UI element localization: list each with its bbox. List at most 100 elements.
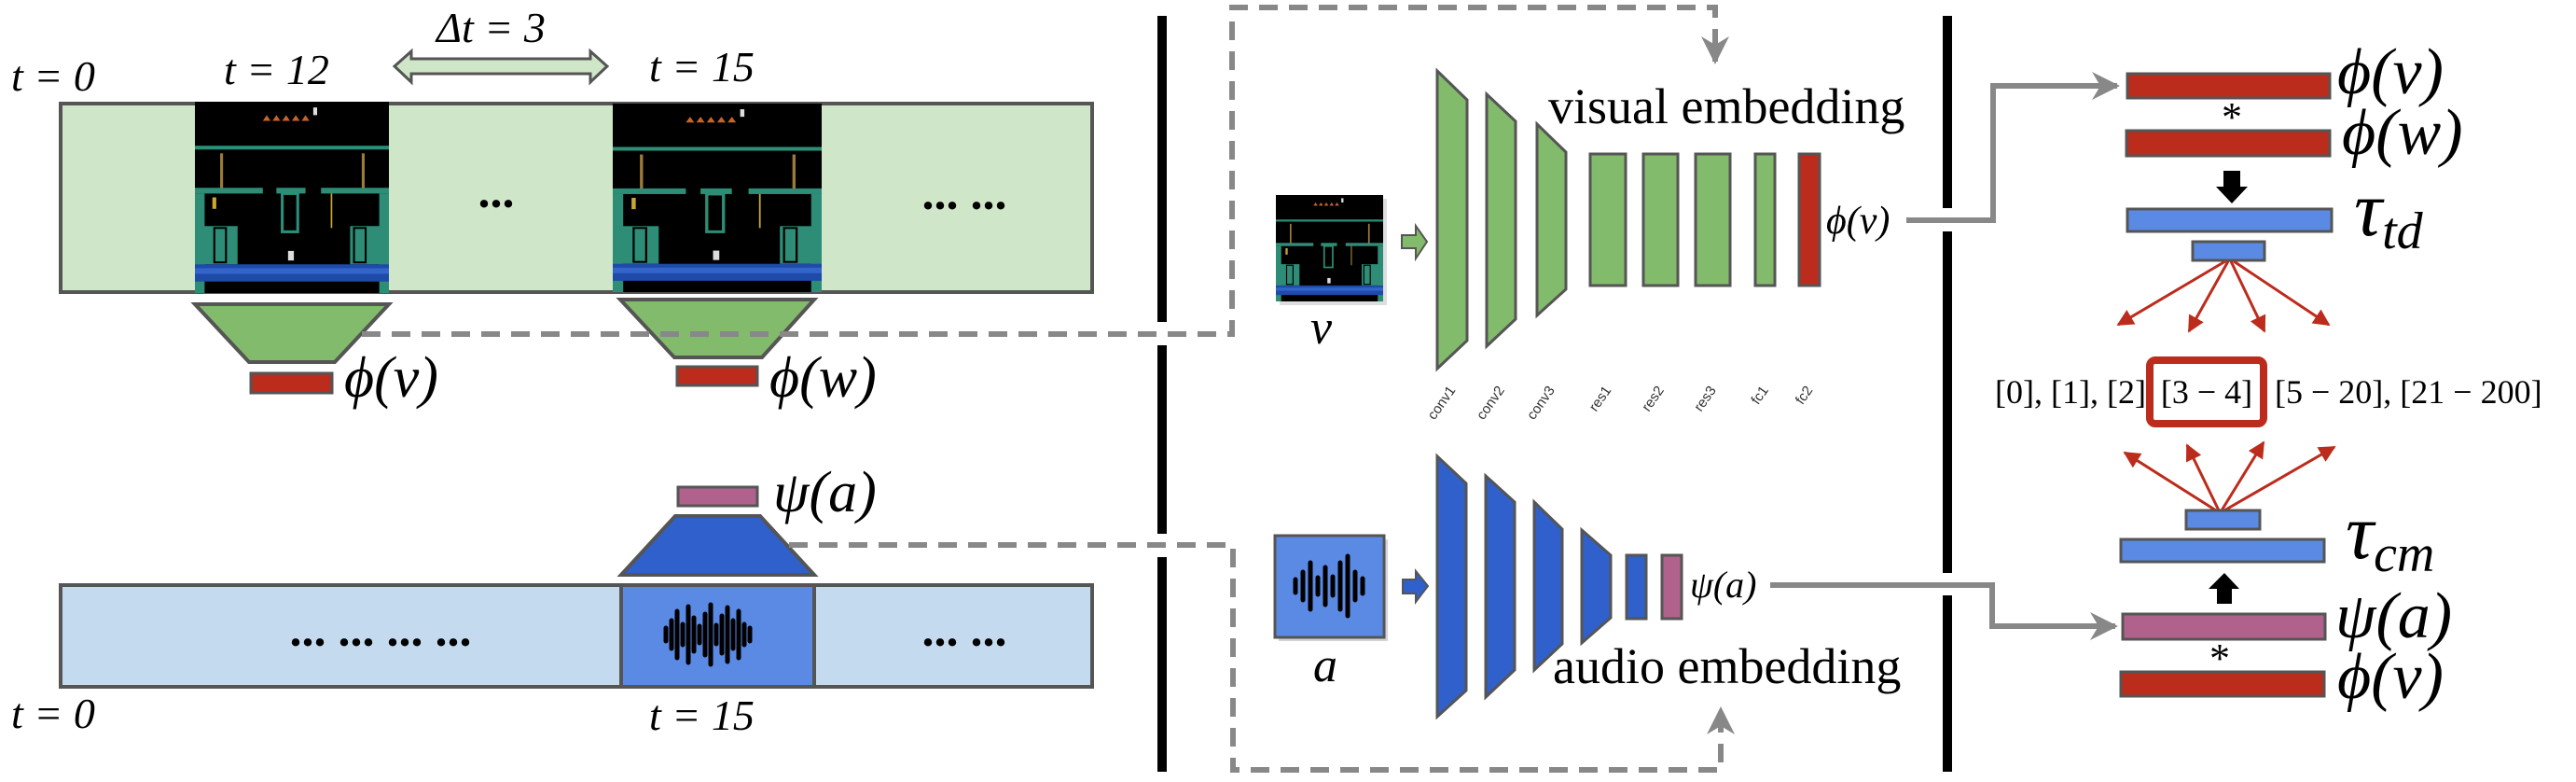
visual-layer-conv1 bbox=[1435, 67, 1469, 372]
game-frame-t12 bbox=[195, 102, 389, 293]
cm-arrow-4 bbox=[2223, 445, 2336, 512]
waveform-icon bbox=[663, 602, 753, 667]
visual-layer-res2 bbox=[1641, 152, 1680, 287]
cm-arrow-1 bbox=[2123, 451, 2217, 512]
audio-layer-3 bbox=[1532, 498, 1564, 674]
layer-label-res3: res3 bbox=[1691, 384, 1720, 415]
section-divider-right bbox=[1943, 16, 1952, 772]
layer-label-res1: res1 bbox=[1586, 384, 1615, 415]
audio-embedding-title: audio embedding bbox=[1553, 638, 1901, 694]
tau-cm-symbol: τ bbox=[2346, 489, 2376, 576]
td-bar-phi-w bbox=[2125, 129, 2332, 158]
phi-v-label-left: ϕ(v) bbox=[344, 346, 438, 410]
cm-phi-v-label: ϕ(v) bbox=[2337, 641, 2444, 713]
dashed-connector-audio bbox=[789, 542, 1735, 773]
audio-layer-5 bbox=[1625, 553, 1648, 621]
td-arrow-3 bbox=[2229, 260, 2266, 333]
tau-cm-subscript: cm bbox=[2374, 525, 2434, 583]
bin-selected: [3 − 4] bbox=[2161, 373, 2252, 411]
td-bar-phi-v bbox=[2126, 72, 2332, 100]
audio-layer-2 bbox=[1484, 472, 1517, 701]
input-arrow-audio-icon bbox=[1402, 568, 1430, 605]
cm-product-symbol: * bbox=[2209, 635, 2230, 681]
embedding-bar-psi-a bbox=[676, 485, 759, 508]
td-product-symbol: * bbox=[2222, 94, 2242, 140]
psi-a-label-left: ψ(a) bbox=[773, 461, 877, 524]
cm-prediction-arrows bbox=[2123, 440, 2336, 512]
connector-visual-to-tasks bbox=[1906, 72, 2120, 223]
visual-layer-res3 bbox=[1694, 152, 1732, 287]
audio-ellipsis-left: ... ... ... ... bbox=[290, 604, 472, 657]
encoder-trapezoid-v bbox=[190, 302, 394, 364]
bins-before: [0], [1], [2], bbox=[1995, 373, 2154, 411]
tau-td-subscript: td bbox=[2382, 202, 2424, 260]
audio-input-label: a bbox=[1313, 639, 1337, 692]
selected-bin-highlight bbox=[2146, 356, 2267, 427]
td-arrow-2 bbox=[2187, 260, 2230, 333]
bins-after: [5 − 20], [21 − 200] bbox=[2275, 373, 2542, 411]
cm-classifier-bar bbox=[2119, 538, 2326, 564]
audio-layer-6 bbox=[1660, 553, 1683, 621]
visual-input-frame bbox=[1276, 195, 1383, 301]
video-ellipsis-mid: ... bbox=[478, 165, 515, 218]
visual-layer-conv3 bbox=[1535, 120, 1568, 319]
audio-timeline-strip bbox=[59, 583, 1094, 689]
audio-t15-label: t = 15 bbox=[649, 691, 755, 739]
td-arrow-4 bbox=[2233, 259, 2331, 327]
td-phi-w-label: ϕ(w) bbox=[2342, 97, 2463, 169]
tau-cm-label: τcm bbox=[2346, 489, 2434, 583]
audio-layer-1 bbox=[1435, 453, 1468, 720]
audio-ellipsis-right: ... ... bbox=[922, 604, 1007, 657]
tau-td-label: τtd bbox=[2354, 166, 2424, 260]
visual-input-label: v bbox=[1310, 301, 1333, 355]
td-arrow-1 bbox=[2116, 259, 2226, 327]
audio-encoder-trapezoid bbox=[616, 514, 819, 577]
video-ellipsis-end: ... ... bbox=[922, 167, 1007, 220]
audio-input-waveform-icon bbox=[1293, 553, 1365, 619]
phi-w-label-left: ϕ(w) bbox=[769, 346, 877, 410]
game-frame-t15 bbox=[613, 104, 822, 292]
visual-layer-fc2 bbox=[1797, 152, 1821, 287]
audio-t-start-label: t = 0 bbox=[11, 690, 95, 737]
cm-arrow-3 bbox=[2220, 440, 2265, 511]
cm-psi-a-label: ψ(a) bbox=[2335, 580, 2452, 652]
td-phi-v-label: ϕ(v) bbox=[2337, 36, 2444, 108]
layer-label-fc2: fc2 bbox=[1793, 384, 1816, 408]
layer-label-fc1: fc1 bbox=[1748, 384, 1771, 408]
arrow-up-icon bbox=[2209, 573, 2239, 604]
section-divider-left bbox=[1157, 16, 1167, 772]
cm-bar-phi-v bbox=[2119, 670, 2326, 698]
dashed-connector-visual bbox=[362, 5, 1729, 337]
cm-output-bar bbox=[2184, 509, 2262, 531]
delta-t-label: Δt = 3 bbox=[435, 4, 546, 51]
double-arrow-icon bbox=[392, 48, 610, 86]
layer-label-conv1: conv1 bbox=[1424, 384, 1459, 424]
audio-layer-4 bbox=[1580, 526, 1613, 647]
cm-arrow-2 bbox=[2185, 443, 2221, 511]
audio-output-label: ψ(a) bbox=[1690, 564, 1756, 606]
cm-bar-psi-a bbox=[2121, 612, 2327, 641]
tau-td-symbol: τ bbox=[2354, 166, 2385, 253]
td-classifier-bar bbox=[2126, 207, 2334, 233]
layer-label-conv2: conv2 bbox=[1474, 384, 1508, 424]
layer-label-conv3: conv3 bbox=[1524, 384, 1558, 424]
encoder-trapezoid-w bbox=[616, 298, 819, 359]
arrow-down-icon bbox=[2216, 171, 2248, 203]
video-t-start-label: t = 0 bbox=[11, 52, 95, 100]
visual-layer-res1 bbox=[1588, 152, 1627, 287]
td-output-bar bbox=[2191, 240, 2266, 262]
visual-output-label: ϕ(v) bbox=[1826, 200, 1890, 243]
video-t12-label: t = 12 bbox=[224, 46, 329, 93]
layer-label-res2: res2 bbox=[1639, 384, 1668, 415]
embedding-bar-phi-v bbox=[249, 371, 334, 395]
td-prediction-arrows bbox=[2116, 259, 2331, 333]
audio-input-box bbox=[1273, 534, 1386, 639]
visual-layer-conv2 bbox=[1485, 91, 1517, 350]
visual-layer-fc1 bbox=[1753, 152, 1777, 287]
video-t15-label: t = 15 bbox=[649, 43, 755, 91]
visual-embedding-title: visual embedding bbox=[1548, 78, 1904, 134]
input-arrow-visual-icon bbox=[1401, 222, 1429, 262]
connector-audio-to-tasks bbox=[1770, 582, 2118, 640]
embedding-bar-phi-w bbox=[675, 365, 759, 387]
